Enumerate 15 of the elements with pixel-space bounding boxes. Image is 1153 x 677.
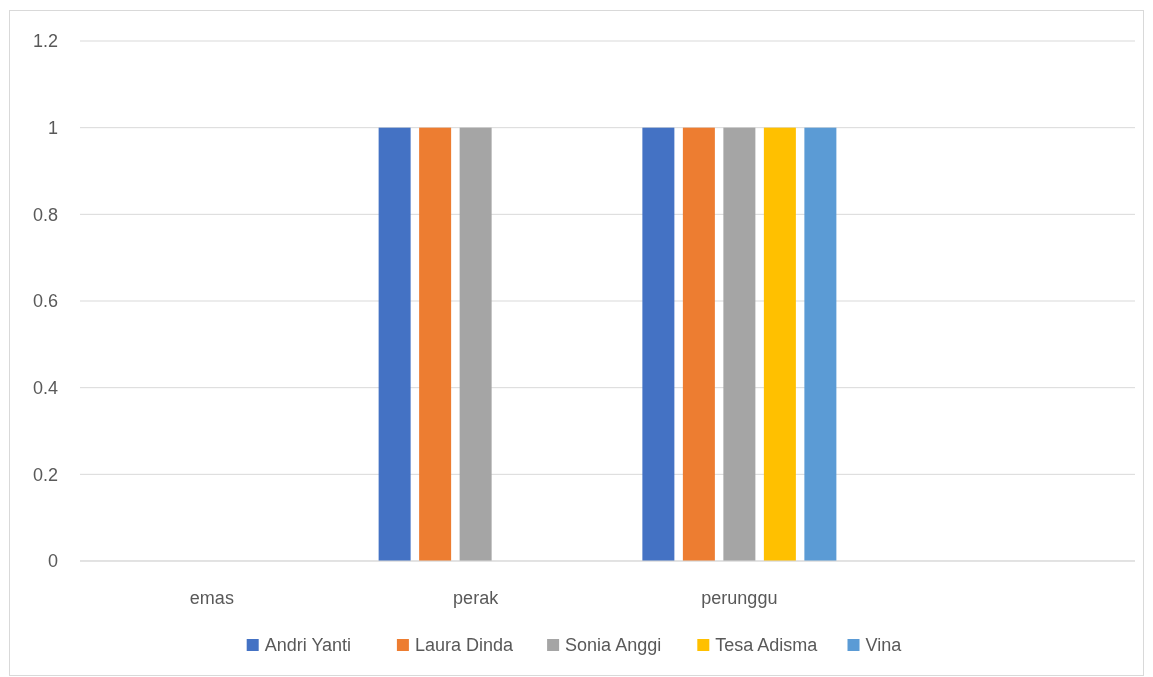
y-tick-label: 0.2 — [32, 464, 58, 485]
x-tick-label: emas — [189, 588, 234, 609]
y-tick-label: 0.8 — [32, 204, 58, 225]
y-tick-label: 0.6 — [32, 291, 58, 312]
x-tick-label: perunggu — [701, 588, 778, 609]
legend-label: Andri Yanti — [264, 635, 352, 656]
y-tick-label: 0 — [47, 551, 58, 572]
x-tick-label: perak — [453, 588, 500, 609]
legend-label: Sonia Anggi — [565, 635, 662, 656]
legend-label: Tesa Adisma — [715, 635, 819, 656]
y-tick-label: 1.2 — [32, 31, 58, 52]
y-tick-label: 0.4 — [32, 377, 58, 398]
legend-label: Laura Dinda — [414, 635, 514, 656]
legend-label: Vina — [865, 635, 903, 656]
y-tick-label: 1 — [47, 117, 58, 138]
